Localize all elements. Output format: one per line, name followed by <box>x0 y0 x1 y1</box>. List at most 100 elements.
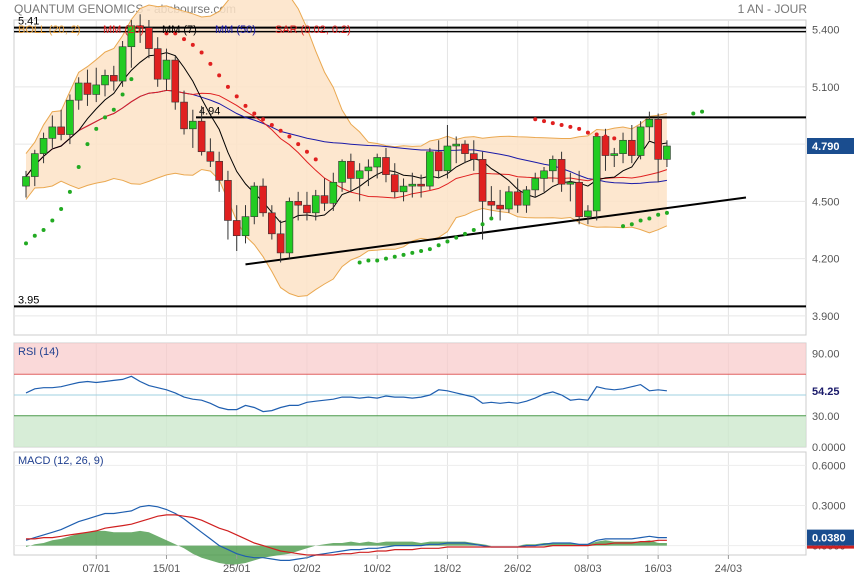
sar-dot <box>103 115 108 120</box>
sar-dot <box>410 250 415 255</box>
period-label: 1 AN - JOUR <box>738 2 808 16</box>
sar-dot <box>41 228 46 232</box>
price-ytick-label: 3.900 <box>812 311 840 323</box>
candle-down <box>557 159 566 185</box>
legend-item: MM (20) <box>103 24 144 36</box>
macd-last-value-underline <box>807 545 854 549</box>
sar-dot <box>50 218 55 223</box>
sar-dot <box>304 149 309 154</box>
sar-dot <box>603 134 608 139</box>
macd-last-value-box <box>807 529 854 546</box>
sar-dot <box>278 128 283 133</box>
sar-dot <box>252 111 257 116</box>
bollinger-lower-line <box>25 168 668 298</box>
sar-dot <box>471 228 476 232</box>
sar-dot <box>621 224 626 229</box>
rsi-ytick-label: 90.00 <box>812 348 840 360</box>
candle-down <box>478 159 487 202</box>
support-label: 3.95 <box>18 294 39 306</box>
sar-dot <box>700 109 705 114</box>
candle-down <box>136 25 144 28</box>
sar-dot <box>647 216 652 221</box>
candle-up <box>285 201 294 254</box>
rsi-panel: 90.00 30.00 0.0000 RSI (14) 54.25 <box>14 343 846 454</box>
candle-down <box>145 27 153 49</box>
candle-up <box>355 170 364 179</box>
candle-up <box>426 151 434 187</box>
candle-down <box>268 212 276 235</box>
x-tick-label: 16/03 <box>644 563 672 575</box>
candle-down <box>206 151 215 162</box>
x-tick-label: 02/02 <box>293 563 321 575</box>
sar-dot <box>577 126 582 131</box>
candle-down <box>654 118 662 160</box>
candle-up <box>408 183 417 187</box>
rsi-last-value: 54.25 <box>812 386 840 398</box>
sar-dot <box>182 37 187 42</box>
candle-down <box>390 174 399 193</box>
x-tick-label: 15/01 <box>153 563 181 575</box>
sar-dot <box>243 103 248 108</box>
sar-dot <box>480 222 485 227</box>
candle-up <box>311 195 320 214</box>
sar-dot <box>287 134 292 139</box>
price-last-value-box <box>807 138 854 154</box>
candle-down <box>294 201 302 206</box>
candle-down <box>303 204 311 214</box>
price-panel: 5.4005.1004.8004.5004.2003.9005.414.943.… <box>14 0 854 323</box>
macd-line <box>25 504 667 561</box>
price-last-value: 4.790 <box>812 141 840 153</box>
rsi-ytick-label: 0.0000 <box>812 442 846 454</box>
candle-down <box>110 75 118 82</box>
candle-up <box>162 59 171 80</box>
x-tick-label: 08/03 <box>574 563 602 575</box>
candle-up <box>118 46 127 82</box>
sar-dot <box>375 258 380 263</box>
x-tick-label: 07/01 <box>82 563 110 575</box>
x-tick-label: 26/02 <box>504 563 532 575</box>
candle-up <box>39 138 48 154</box>
candle-down <box>461 143 469 154</box>
candle-down <box>197 120 206 153</box>
sar-dot <box>629 222 634 227</box>
sar-dot <box>489 216 494 221</box>
candle-up <box>540 170 548 179</box>
candle-up <box>566 181 575 185</box>
sar-dot <box>296 142 301 147</box>
candle-up <box>452 143 461 147</box>
candle-up <box>592 136 601 212</box>
rsi-line <box>25 375 667 413</box>
sar-dot <box>533 117 538 122</box>
legend-item: SAR (0.02, 0.2) <box>275 24 351 36</box>
candle-down <box>83 82 92 95</box>
sar-dot <box>568 124 573 129</box>
legend-item: MM (50) <box>215 24 256 36</box>
candle-down <box>57 126 65 135</box>
sar-dot <box>427 247 432 252</box>
candle-up <box>373 157 382 168</box>
candle-up <box>338 160 346 183</box>
rsi-legend: RSI (14) <box>18 346 59 358</box>
candle-up <box>48 126 57 139</box>
candle-down <box>153 48 162 80</box>
candle-down <box>496 204 504 210</box>
candle-up <box>548 159 557 172</box>
sar-dot <box>656 212 661 217</box>
candle-up <box>30 153 39 177</box>
candle-up <box>443 145 452 172</box>
sar-dot <box>173 31 178 36</box>
x-tick-label: 25/01 <box>223 563 251 575</box>
sar-dot <box>366 258 371 263</box>
candle-up <box>22 176 30 187</box>
macd-ytick-label: 0.3000 <box>812 501 846 513</box>
candle-up <box>66 99 74 135</box>
sar-dot <box>392 254 397 259</box>
sar-dot <box>164 31 169 36</box>
x-tick-label: 24/03 <box>715 563 743 575</box>
candle-down <box>320 195 329 204</box>
macd-signal-line <box>26 514 667 556</box>
sar-dot <box>401 252 406 257</box>
candle-down <box>276 233 285 254</box>
macd-legend: MACD (12, 26, 9) <box>18 455 104 467</box>
